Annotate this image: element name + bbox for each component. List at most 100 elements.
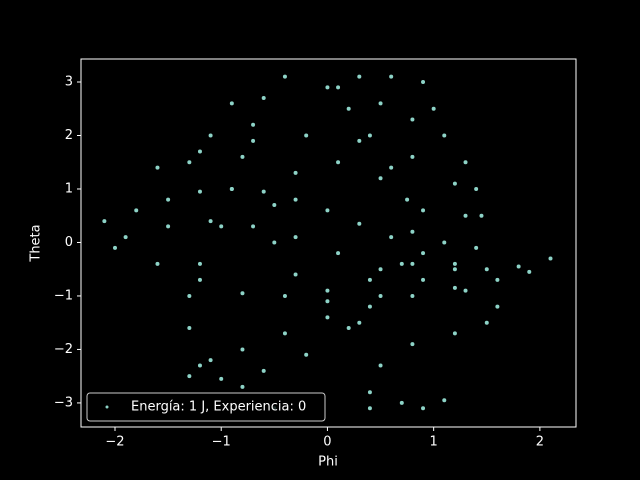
point — [410, 293, 415, 298]
point — [367, 277, 372, 282]
point — [251, 122, 256, 127]
point — [378, 267, 383, 272]
point — [389, 74, 394, 79]
point — [240, 291, 245, 296]
point — [421, 208, 426, 213]
x-axis-label: Phi — [318, 455, 338, 470]
point — [293, 170, 298, 175]
point — [399, 400, 404, 405]
point — [346, 106, 351, 111]
point — [293, 272, 298, 277]
point — [219, 224, 224, 229]
point — [336, 251, 341, 256]
point — [389, 235, 394, 240]
point — [495, 304, 500, 309]
point — [357, 74, 362, 79]
point — [166, 224, 171, 229]
point — [197, 277, 202, 282]
point — [367, 406, 372, 411]
point — [378, 176, 383, 181]
point — [442, 398, 447, 403]
point — [367, 304, 372, 309]
x-tick-label: 0 — [323, 435, 331, 450]
point — [484, 320, 489, 325]
point — [410, 154, 415, 159]
point — [112, 245, 117, 250]
point — [208, 358, 213, 363]
y-tick-label: −2 — [54, 342, 73, 357]
point — [325, 208, 330, 213]
point — [155, 165, 160, 170]
x-tick-label: −1 — [212, 435, 231, 450]
legend-marker — [105, 405, 109, 409]
point — [325, 85, 330, 90]
point — [357, 221, 362, 226]
point — [166, 197, 171, 202]
point — [484, 267, 489, 272]
point — [304, 133, 309, 138]
x-tick-label: 1 — [430, 435, 438, 450]
point — [240, 154, 245, 159]
point — [452, 285, 457, 290]
point — [102, 219, 107, 224]
point — [229, 186, 234, 191]
y-tick-label: 3 — [65, 75, 73, 90]
y-tick-label: 2 — [65, 128, 73, 143]
point — [325, 288, 330, 293]
y-tick-label: −1 — [54, 288, 73, 303]
point — [421, 277, 426, 282]
point — [229, 101, 234, 106]
point — [282, 331, 287, 336]
point — [410, 342, 415, 347]
point — [405, 197, 410, 202]
point — [155, 261, 160, 266]
point — [325, 315, 330, 320]
point — [421, 80, 426, 84]
point — [187, 160, 192, 165]
point — [410, 117, 415, 122]
y-tick-label: 1 — [65, 181, 73, 196]
point — [251, 138, 256, 143]
point — [452, 331, 457, 336]
point — [378, 363, 383, 368]
point — [452, 181, 457, 186]
point — [282, 74, 287, 79]
point — [261, 96, 266, 101]
legend-box — [86, 392, 326, 422]
point — [240, 347, 245, 352]
point — [495, 277, 500, 282]
point — [527, 269, 532, 274]
point — [378, 101, 383, 106]
point — [208, 219, 213, 224]
y-tick-label: −3 — [54, 395, 73, 410]
axes-frame — [80, 58, 577, 428]
point — [304, 352, 309, 357]
point — [325, 299, 330, 304]
point — [134, 208, 139, 213]
point — [187, 326, 192, 331]
point — [367, 390, 372, 395]
point — [442, 240, 447, 245]
point — [463, 288, 468, 293]
point — [421, 406, 426, 411]
x-tick-label: −2 — [105, 435, 124, 450]
point — [282, 293, 287, 298]
point — [197, 189, 202, 194]
point — [516, 264, 521, 269]
point — [389, 165, 394, 170]
point — [548, 256, 553, 261]
point — [410, 261, 415, 266]
point — [261, 189, 266, 194]
point — [479, 213, 484, 218]
point — [399, 261, 404, 266]
point — [219, 376, 224, 381]
point — [452, 267, 457, 272]
point — [474, 245, 479, 250]
point — [410, 229, 415, 234]
point — [421, 251, 426, 256]
point — [272, 203, 277, 208]
y-tick-label: 0 — [65, 235, 73, 250]
point — [336, 85, 341, 90]
point — [474, 186, 479, 191]
